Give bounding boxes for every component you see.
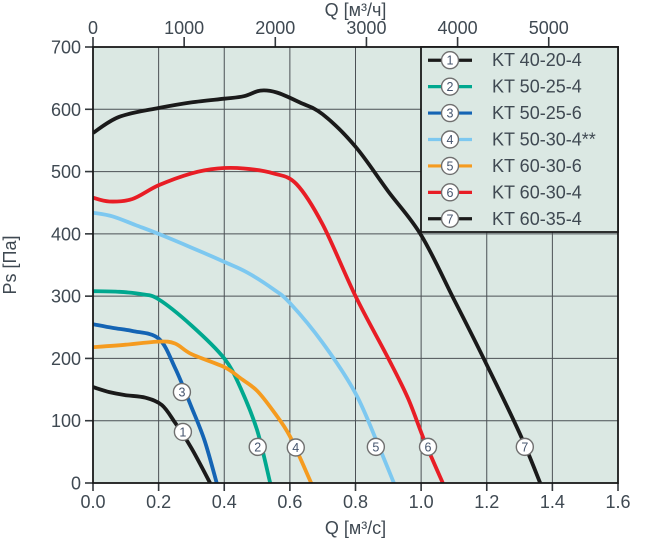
left-axis-title: Ps [Па] [0, 236, 20, 295]
marker-number: 1 [447, 54, 454, 68]
marker-number: 7 [521, 440, 528, 454]
left-tick-label: 300 [51, 287, 81, 307]
legend-item-4: 4 KT 50-30-4** [428, 130, 596, 150]
legend-label: KT 50-25-6 [492, 103, 582, 123]
marker-number: 3 [178, 386, 185, 400]
plot-marker-6: 6 [418, 437, 438, 457]
marker-number: 6 [425, 440, 432, 454]
curve-kt-60-35-4 [93, 88, 542, 483]
legend-label: KT 40-20-4 [492, 50, 582, 70]
marker-circle [248, 437, 267, 457]
plot-marker-2: 2 [248, 437, 267, 457]
left-tick-label: 500 [51, 162, 81, 182]
legend-label: KT 60-30-4 [492, 182, 582, 202]
legend-number-3: 3 [440, 103, 460, 123]
legend-label: KT 50-30-4** [492, 130, 596, 150]
marker-circle [440, 183, 460, 202]
top-tick-label: 4000 [438, 18, 478, 38]
legend-label: KT 60-35-4 [492, 209, 582, 229]
legend-label: KT 60-30-6 [492, 156, 582, 176]
top-tick-label: 1000 [164, 18, 204, 38]
legend-item-6: 6 KT 60-30-4 [428, 182, 582, 202]
curve-kt-50-30-4- [93, 210, 396, 483]
left-tick-label: 100 [51, 411, 81, 431]
plot-marker-1: 1 [173, 422, 193, 442]
marker-number: 4 [292, 441, 299, 455]
bottom-tick-label: 0.6 [277, 492, 302, 512]
legend-item-2: 2 KT 50-25-4 [428, 77, 582, 97]
bottom-tick-label: 1.2 [474, 492, 499, 512]
plot-marker-4: 4 [286, 438, 305, 457]
axis-ticks [85, 37, 619, 491]
bottom-tick-label: 0.8 [343, 492, 368, 512]
marker-number: 1 [179, 425, 186, 439]
marker-circle [440, 156, 460, 176]
legend-item-1: 1 KT 40-20-4 [428, 50, 582, 70]
top-tick-label: 0 [88, 18, 98, 38]
marker-circle [173, 422, 193, 442]
left-tick-label: 200 [51, 349, 81, 369]
top-axis-title: Q [м³/ч] [325, 0, 387, 20]
bottom-tick-label: 0.0 [80, 492, 105, 512]
marker-number: 6 [447, 186, 454, 200]
marker-circle [440, 103, 460, 123]
marker-circle [286, 438, 305, 457]
legend-item-7: 7 KT 60-35-4 [428, 209, 582, 229]
bottom-tick-label: 1.0 [409, 492, 434, 512]
curve-number-markers: 1 2 3 4 5 6 7 [172, 382, 535, 457]
curve-kt-60-30-4 [93, 165, 445, 483]
top-tick-label: 3000 [346, 18, 386, 38]
legend-number-1: 1 [440, 51, 460, 70]
marker-number: 2 [254, 440, 261, 454]
legend-number-6: 6 [440, 183, 460, 202]
marker-circle [418, 437, 438, 457]
marker-circle [172, 382, 192, 402]
curves [93, 88, 542, 483]
left-tick-label: 600 [51, 100, 81, 120]
bottom-tick-label: 0.2 [146, 492, 171, 512]
plot-marker-5: 5 [366, 437, 386, 457]
left-tick-label: 0 [71, 474, 81, 494]
bottom-tick-label: 1.4 [540, 492, 565, 512]
plot-marker-7: 7 [515, 437, 535, 457]
marker-number: 2 [447, 80, 454, 94]
legend-label: KT 50-25-4 [492, 77, 582, 97]
marker-number: 5 [447, 159, 454, 173]
curve-kt-60-30-6 [93, 339, 313, 483]
plot-border [92, 46, 619, 484]
curve-kt-50-25-4 [93, 289, 273, 483]
marker-circle [515, 437, 535, 457]
curve-kt-40-20-4 [93, 385, 212, 483]
curve-kt-50-25-6 [93, 322, 219, 483]
marker-circle [440, 77, 460, 96]
left-tick-label: 700 [51, 38, 81, 58]
marker-number: 7 [447, 212, 454, 226]
marker-circle [440, 51, 460, 70]
marker-circle [366, 437, 386, 457]
bottom-axis-title: Q [м³/с] [325, 518, 386, 538]
marker-number: 4 [447, 133, 454, 147]
legend-number-2: 2 [440, 77, 460, 96]
bottom-tick-label: 0.4 [212, 492, 237, 512]
marker-circle [440, 209, 460, 228]
top-tick-label: 2000 [255, 18, 295, 38]
marker-number: 5 [372, 440, 379, 454]
axis-tick-labels: 0.0 0.2 0.4 0.6 0.8 1.0 1.2 1.4 1.6 0 100 200 300 400… [51, 18, 631, 512]
marker-number: 3 [447, 107, 454, 121]
legend-number-7: 7 [440, 209, 460, 228]
plot-marker-3: 3 [172, 382, 192, 402]
marker-circle [440, 130, 460, 149]
left-tick-label: 400 [51, 224, 81, 244]
bottom-tick-label: 1.6 [605, 492, 630, 512]
legend-number-4: 4 [440, 130, 460, 149]
legend: 1 KT 40-20-4 2 KT 50-25-4 3 KT 50-25-6 4 KT 50-… [420, 46, 619, 233]
legend-number-5: 5 [440, 156, 460, 176]
top-tick-label: 5000 [529, 18, 569, 38]
legend-item-5: 5 KT 60-30-6 [428, 156, 582, 176]
legend-item-3: 3 KT 50-25-6 [428, 103, 582, 123]
